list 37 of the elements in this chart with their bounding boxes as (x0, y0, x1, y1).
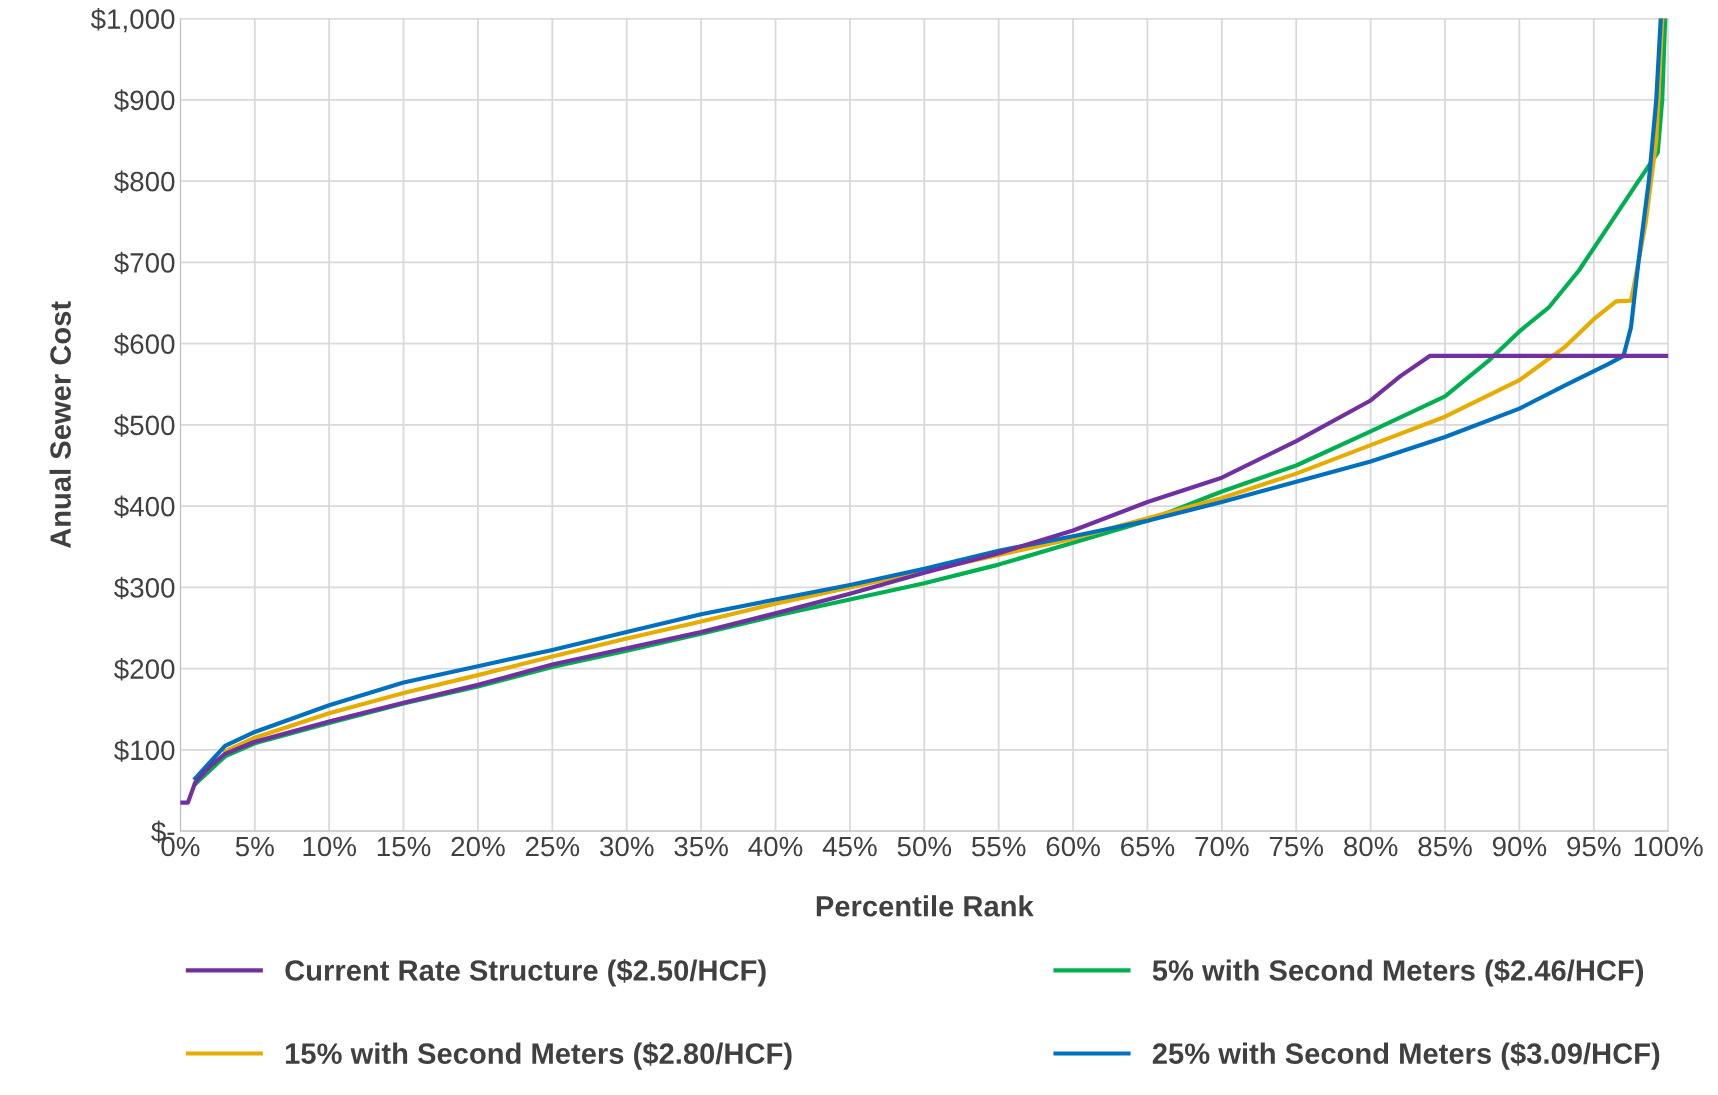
x-tick-label: 60% (1046, 836, 1100, 857)
legend-label: 25% with Second Meters ($3.09/HCF) (1152, 1042, 1660, 1070)
y-axis-title: Anual Sewer Cost (49, 301, 71, 549)
x-tick-label: 50% (897, 836, 952, 857)
x-tick-label: 35% (674, 836, 728, 857)
x-tick-label: 85% (1418, 836, 1472, 857)
legend-label: Current Rate Structure ($2.50/HCF) (285, 958, 766, 987)
legend-label: 5% with Second Meters ($2.46/HCF) (1152, 958, 1644, 987)
legend-label: 15% with Second Meters ($2.80/HCF) (285, 1042, 792, 1070)
y-tick-label: $500 (114, 414, 175, 437)
x-tick-label: 10% (303, 836, 356, 857)
x-tick-label: 45% (822, 836, 877, 857)
y-tick-label: $600 (114, 333, 175, 356)
line-series (180, 353, 1669, 805)
x-tick-label: 65% (1121, 836, 1175, 857)
x-tick-label: 15% (377, 836, 431, 857)
x-tick-label: 30% (599, 836, 654, 857)
y-tick-label: $1,000 (90, 8, 175, 33)
y-tick-label: $400 (114, 495, 175, 519)
x-tick-label: 95% (1567, 836, 1621, 857)
x-tick-label: 5% (235, 836, 274, 857)
x-tick-label: 90% (1492, 836, 1547, 857)
x-tick-label: 55% (971, 836, 1026, 857)
x-tick-label: 40% (748, 836, 803, 857)
y-tick-label: $700 (114, 251, 175, 275)
y-tick-label: $300 (114, 576, 175, 600)
x-axis-title: Percentile Rank (816, 895, 1034, 917)
x-tick-label: 25% (525, 836, 580, 857)
y-tick-label: $200 (114, 658, 175, 681)
x-tick-label: 20% (451, 836, 505, 857)
x-tick-label: 70% (1195, 836, 1249, 857)
y-tick-label: $900 (114, 89, 175, 112)
x-tick-label: 80% (1344, 836, 1398, 857)
x-tick-label: 75% (1269, 836, 1324, 857)
y-tick-label: $800 (114, 170, 175, 194)
y-tick-label: $100 (114, 739, 175, 762)
x-tick-label: 100% (1634, 836, 1703, 857)
